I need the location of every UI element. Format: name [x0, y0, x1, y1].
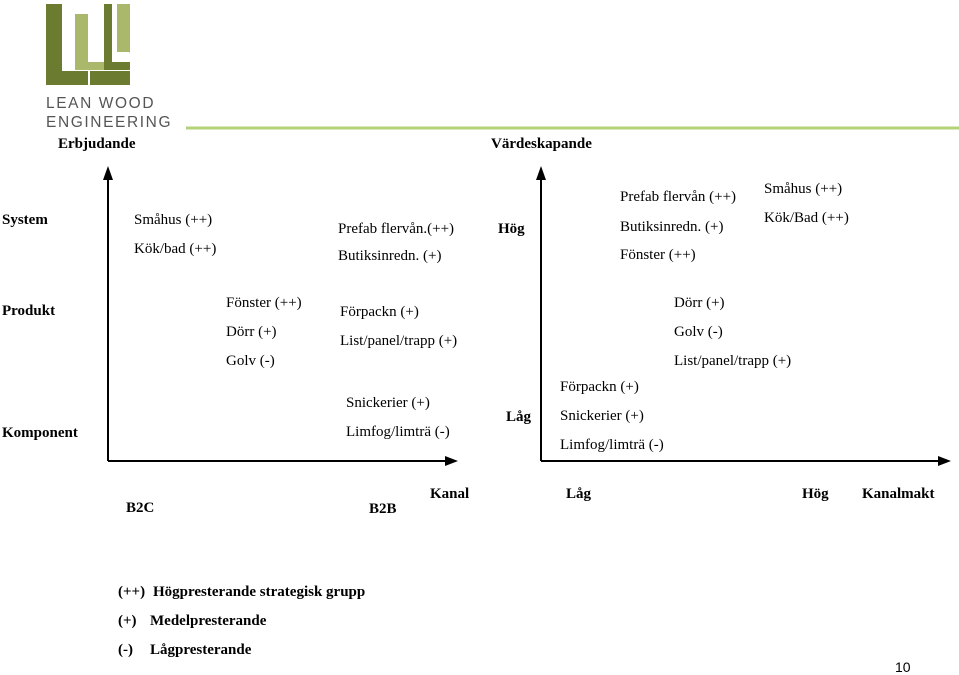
page-number: 10: [895, 659, 911, 675]
mid-right-item: List/panel/trapp (+): [674, 353, 792, 369]
right-x-title: Kanal: [430, 486, 470, 502]
right-x-high: Hög: [802, 486, 829, 502]
x-label-b2b: B2B: [369, 501, 397, 517]
left-x-arrow: [445, 456, 458, 466]
right-y-arrow: [536, 166, 546, 180]
b2b-component-item: Limfog/limträ (-): [346, 424, 450, 440]
left-y-title: Erbjudande: [58, 136, 136, 152]
right-x-end: Kanalmakt: [862, 486, 935, 502]
b2b-product-item: Förpackn (+): [340, 304, 419, 320]
right-y-title: Värdeskapande: [491, 136, 592, 152]
row-label-system: System: [2, 212, 48, 228]
b2c-system-item: Småhus (++): [134, 212, 213, 228]
high-mid-item: Butiksinredn. (+): [620, 219, 724, 235]
row-label-komponent: Komponent: [2, 425, 78, 441]
legend-key: (++): [118, 584, 146, 600]
b2c-product-item: Golv (-): [226, 353, 275, 369]
right-x-low: Låg: [566, 486, 592, 502]
legend-text: Lågpresterande: [150, 642, 252, 658]
mid-right-item: Dörr (+): [674, 295, 725, 311]
b2c-product-item: Fönster (++): [226, 295, 302, 311]
x-label-b2c: B2C: [126, 500, 155, 516]
high-mid-item: Prefab flervån (++): [620, 189, 737, 205]
b2c-product-item: Dörr (+): [226, 324, 277, 340]
low-mid-item: Snickerier (+): [560, 408, 644, 424]
mid-right-item: Golv (-): [674, 324, 723, 340]
b2b-product-item: List/panel/trapp (+): [340, 333, 458, 349]
low-mid-item: Förpackn (+): [560, 379, 639, 395]
b2b-system-item: Prefab flervån.(++): [338, 221, 455, 237]
legend-text: Högpresterande strategisk grupp: [153, 584, 366, 600]
b2b-system-item: Butiksinredn. (+): [338, 248, 442, 264]
high-mid-item: Fönster (++): [620, 247, 696, 263]
b2b-component-item: Snickerier (+): [346, 395, 430, 411]
right-y-high: Hög: [498, 221, 525, 237]
right-y-low: Låg: [506, 409, 532, 425]
left-y-arrow: [103, 166, 113, 180]
legend-text: Medelpresterande: [150, 613, 267, 629]
row-label-produkt: Produkt: [2, 303, 56, 319]
high-right-item: Kök/Bad (++): [764, 210, 849, 226]
legend-key: (+): [118, 613, 137, 629]
legend-key: (-): [118, 642, 133, 658]
high-right-item: Småhus (++): [764, 181, 843, 197]
logo-line-1: LEAN WOOD: [46, 95, 156, 112]
low-mid-item: Limfog/limträ (-): [560, 437, 664, 453]
right-x-arrow: [938, 456, 951, 466]
b2c-system-item: Kök/bad (++): [134, 241, 217, 257]
logo-line-2: ENGINEERING: [46, 114, 173, 131]
